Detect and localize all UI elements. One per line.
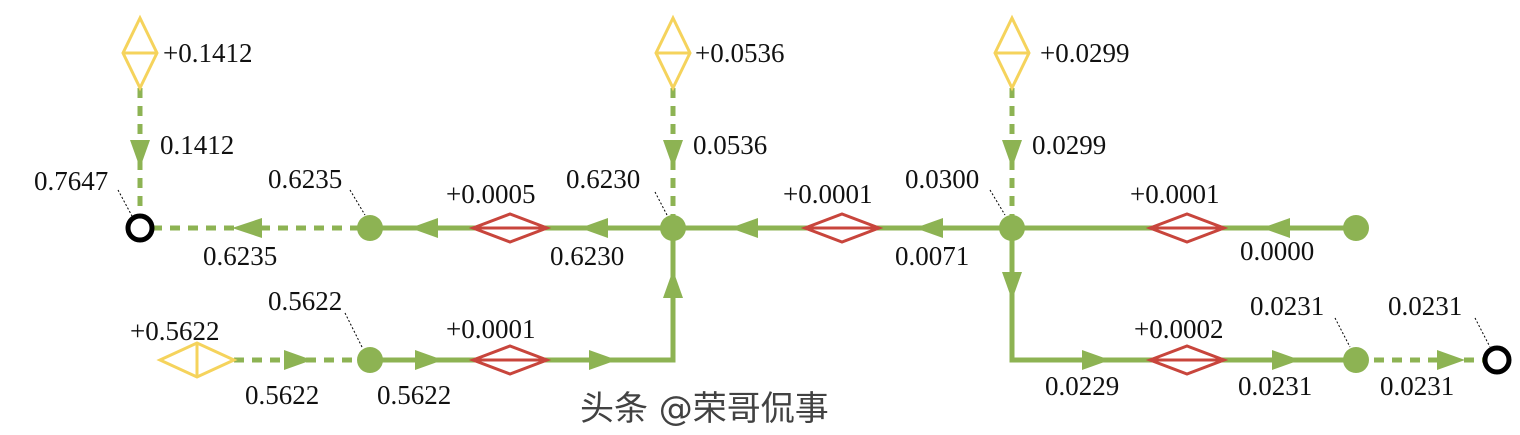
loss-diamond [1145, 212, 1229, 244]
arrow-right-icon [1437, 350, 1465, 370]
arrow-down-icon [1002, 140, 1022, 168]
source-diamond [121, 14, 159, 92]
arrow-right-icon [284, 350, 312, 370]
edge-label: 0.6230 [550, 241, 624, 271]
source-diamond [654, 14, 692, 92]
arrow-left-icon [915, 218, 943, 238]
arrow-down-icon [663, 140, 683, 168]
source-label: +0.0299 [1040, 38, 1129, 68]
loss-diamonds [468, 212, 1229, 376]
node [1343, 347, 1369, 373]
node-label: 0.6235 [268, 164, 342, 194]
node-label: 0.0231 [1388, 291, 1462, 321]
source-diamonds [121, 14, 1031, 379]
edge-label: 0.0071 [895, 241, 969, 271]
loss-diamond [800, 212, 884, 244]
edge-label: 0.0000 [1240, 236, 1314, 266]
arrow-left-icon [1262, 218, 1290, 238]
arrow-down-icon [130, 140, 150, 168]
loss-label: +0.0005 [446, 179, 535, 209]
source-label: +0.5622 [130, 316, 219, 346]
flow-label: 0.0536 [693, 130, 767, 160]
edge-label: 0.5622 [377, 380, 451, 410]
node [357, 215, 383, 241]
loss-label: +0.0002 [1134, 314, 1223, 344]
edge-label: 0.0229 [1045, 371, 1119, 401]
loss-label: +0.0001 [1130, 179, 1219, 209]
node [357, 347, 383, 373]
node [1343, 215, 1369, 241]
source-label: +0.1412 [163, 38, 252, 68]
output-terminal-left [125, 213, 155, 243]
edge-label: 0.0231 [1380, 371, 1454, 401]
flow-label: 0.1412 [160, 130, 234, 160]
node [660, 215, 686, 241]
source-label: +0.0536 [695, 38, 784, 68]
loss-diamond [468, 212, 552, 244]
loss-label: +0.0001 [446, 314, 535, 344]
arrow-right-icon [415, 350, 443, 370]
node-label: 0.0300 [905, 164, 979, 194]
watermark: 头条 @荣哥侃事 [580, 389, 829, 429]
flow-label: 0.0299 [1032, 130, 1106, 160]
output-terminal-right [1482, 345, 1512, 375]
node-label: 0.5622 [268, 286, 342, 316]
node-label: 0.6230 [566, 164, 640, 194]
node-label: 0.7647 [34, 166, 108, 196]
arrowheads [130, 140, 1465, 370]
edge-label: 0.6235 [203, 241, 277, 271]
loss-diamond [468, 344, 552, 376]
node [999, 215, 1025, 241]
source-diamond [993, 14, 1031, 92]
arrow-up-icon [663, 270, 683, 298]
loss-label: +0.0001 [783, 179, 872, 209]
loss-diamond [1145, 344, 1229, 376]
node-label: 0.0231 [1250, 291, 1324, 321]
arrow-left-icon [730, 218, 758, 238]
arrow-left-icon [580, 218, 608, 238]
arrow-left-icon [410, 218, 438, 238]
edge-label: 0.5622 [245, 380, 319, 410]
arrow-right-icon [1082, 350, 1110, 370]
arrow-left-icon [232, 218, 262, 238]
junction-nodes [357, 215, 1369, 373]
source-diamond [156, 341, 238, 379]
arrow-right-icon [589, 350, 617, 370]
arrow-right-icon [1272, 350, 1300, 370]
leader-lines [117, 189, 1491, 348]
arrow-down-icon [1002, 272, 1022, 300]
edge-label: 0.0231 [1238, 371, 1312, 401]
